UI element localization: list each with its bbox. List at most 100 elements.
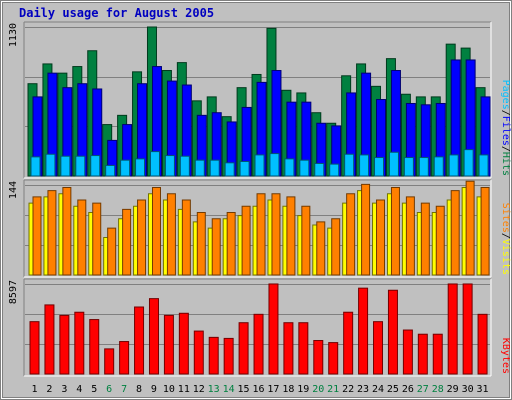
x-tick-label: 17 xyxy=(267,384,279,395)
kbytes-bar xyxy=(238,322,249,375)
sites-bar xyxy=(390,187,400,276)
kbytes-bar xyxy=(208,336,219,375)
x-tick-label: 15 xyxy=(238,384,250,395)
bars-hits-files-pages xyxy=(27,26,491,177)
x-tick-label: 20 xyxy=(312,384,324,395)
x-tick-label: 27 xyxy=(417,384,429,395)
sites-bar xyxy=(286,196,296,276)
panel-kbytes: 8597 KBytes xyxy=(8,278,511,377)
x-tick-label: 2 xyxy=(46,384,52,395)
x-tick-label: 28 xyxy=(432,384,444,395)
pages-bar xyxy=(388,151,399,177)
x-tick-label: 4 xyxy=(76,384,82,395)
pages-bar xyxy=(463,149,474,177)
sites-bar xyxy=(151,187,161,276)
pages-bar xyxy=(284,158,295,177)
sites-bar xyxy=(32,196,42,276)
sites-bar xyxy=(376,199,386,276)
kbytes-bar xyxy=(358,287,369,375)
pages-bar xyxy=(374,157,385,177)
y-axis-max-label: 1130 xyxy=(8,23,19,47)
pages-bar xyxy=(254,154,265,177)
x-tick-label: 5 xyxy=(91,384,97,395)
legend-item: Files xyxy=(500,116,511,146)
sites-bar xyxy=(62,187,72,276)
sites-bar xyxy=(346,193,356,276)
chart-title: Daily usage for August 2005 xyxy=(19,6,215,20)
kbytes-bar xyxy=(343,311,354,375)
x-tick-label: 16 xyxy=(252,384,264,395)
kbytes-bar xyxy=(163,314,174,375)
pages-bar xyxy=(149,151,160,177)
sites-bar xyxy=(47,190,57,276)
sites-bar xyxy=(420,202,430,276)
kbytes-bar xyxy=(178,312,189,375)
legend-item: Pages xyxy=(500,80,511,110)
sites-bar xyxy=(405,196,415,276)
x-tick-label: 3 xyxy=(61,384,67,395)
x-tick-label: 21 xyxy=(327,384,339,395)
kbytes-bar xyxy=(402,329,413,375)
sites-bar xyxy=(181,199,191,276)
kbytes-bar xyxy=(477,313,488,375)
pages-bar xyxy=(194,159,205,177)
pages-bar xyxy=(30,156,41,177)
sites-bar xyxy=(480,187,490,276)
x-tick-label: 11 xyxy=(178,384,190,395)
sites-bar xyxy=(92,202,102,276)
y-axis-max-label: 8597 xyxy=(8,280,19,304)
sites-bar xyxy=(361,183,371,276)
pages-bar xyxy=(478,154,489,177)
pages-bar xyxy=(344,153,355,177)
legend-kbytes: KBytes xyxy=(500,338,511,374)
pages-bar xyxy=(164,155,175,177)
pages-bar xyxy=(403,157,414,177)
kbytes-bar xyxy=(387,289,398,375)
kbytes-bar xyxy=(432,333,443,375)
sites-bar xyxy=(331,218,341,276)
sites-bar xyxy=(122,208,132,276)
kbytes-bar xyxy=(59,314,70,375)
x-tick-label: 12 xyxy=(193,384,205,395)
sites-bar xyxy=(166,193,176,276)
x-tick-label: 6 xyxy=(106,384,112,395)
pages-bar xyxy=(209,159,220,177)
pages-bar xyxy=(135,158,146,177)
legend-visits-sites: Sites/Visits xyxy=(500,203,511,275)
legend-item: KBytes xyxy=(500,338,511,374)
pages-bar xyxy=(448,154,459,177)
sites-bar xyxy=(241,205,251,276)
pages-bar xyxy=(224,162,235,177)
pages-bar xyxy=(359,154,370,177)
kbytes-bar xyxy=(193,330,204,375)
pages-bar xyxy=(179,155,190,177)
legend-item: Visits xyxy=(500,239,511,275)
x-tick-label: 9 xyxy=(151,384,157,395)
legend-item: Sites xyxy=(500,203,511,233)
sites-bar xyxy=(465,180,475,276)
pages-bar xyxy=(314,162,325,177)
sites-bar xyxy=(77,199,87,276)
kbytes-bar xyxy=(283,322,294,375)
kbytes-bar xyxy=(119,341,130,375)
kbytes-bar xyxy=(268,283,279,375)
pages-bar xyxy=(105,164,116,177)
pages-bar xyxy=(299,159,310,177)
x-tick-label: 23 xyxy=(357,384,369,395)
x-tick-label: 25 xyxy=(387,384,399,395)
pages-bar xyxy=(329,163,340,177)
pages-bar xyxy=(75,155,86,177)
kbytes-bar xyxy=(313,339,324,375)
pages-bar xyxy=(269,153,280,177)
kbytes-bar xyxy=(373,321,384,375)
x-tick-label: 10 xyxy=(163,384,175,395)
kbytes-bar xyxy=(253,313,264,375)
sites-bar xyxy=(435,205,445,276)
bars-visits-sites xyxy=(28,180,490,276)
x-tick-label: 13 xyxy=(208,384,220,395)
x-tick-label: 26 xyxy=(402,384,414,395)
kbytes-bar xyxy=(462,283,473,375)
x-tick-label: 7 xyxy=(121,384,127,395)
kbytes-bar xyxy=(29,321,40,375)
